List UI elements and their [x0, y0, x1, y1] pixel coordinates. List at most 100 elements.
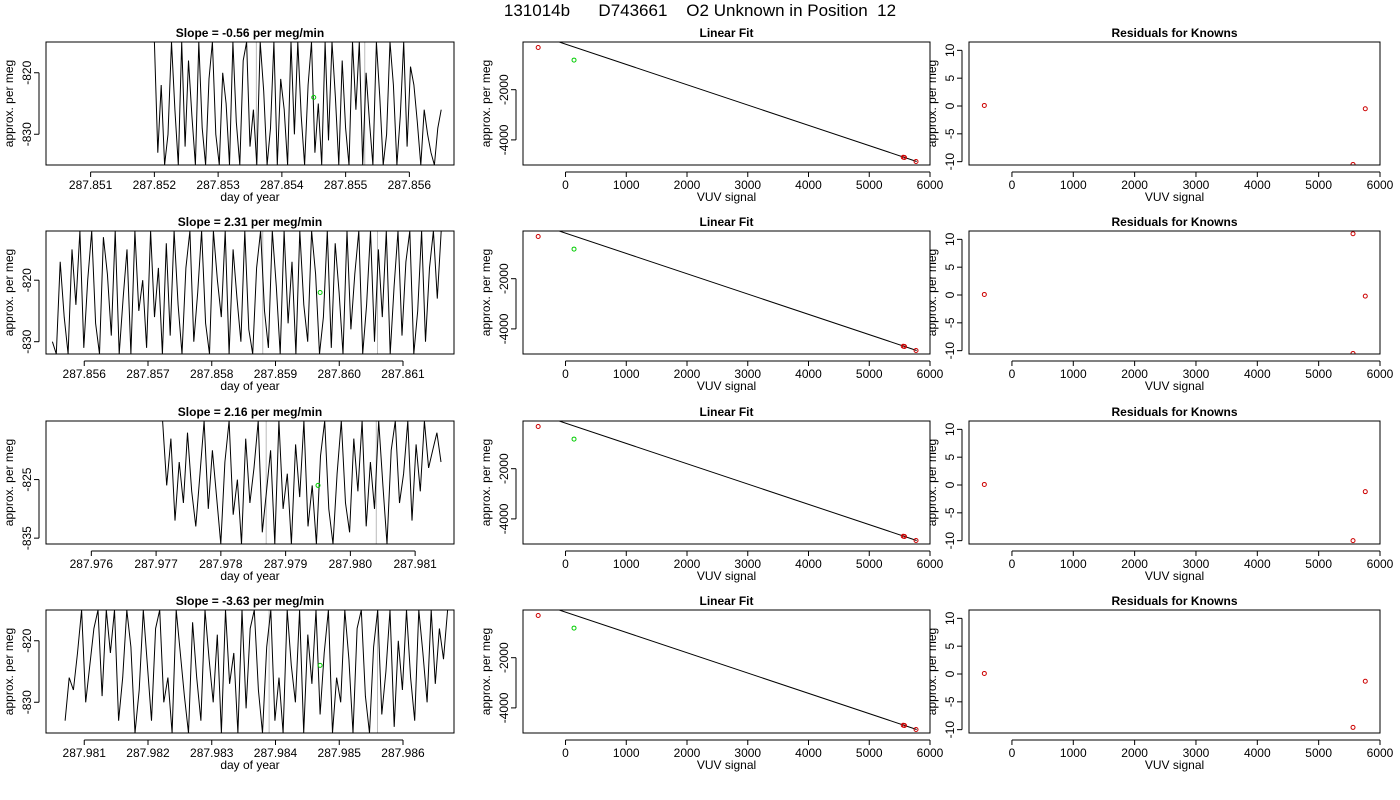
x-tick-label: 287.852 [133, 178, 177, 192]
x-tick-label: 1000 [1060, 367, 1087, 381]
known-point [1350, 350, 1356, 354]
y-axis-label: approx. per meg [2, 60, 16, 147]
plot-area [535, 610, 919, 732]
data-series-line [162, 421, 442, 544]
x-tick-label: 6000 [917, 178, 944, 192]
x-tick-label: 0 [1009, 746, 1016, 760]
x-tick-label: 1000 [613, 367, 640, 381]
y-tick-label: 10 [943, 422, 957, 436]
known-point [1350, 161, 1356, 165]
x-tick-label: 1000 [1060, 178, 1087, 192]
plot-frame [45, 230, 455, 355]
x-axis-label: VUV signal [697, 190, 756, 204]
plot-frame [522, 230, 931, 355]
x-tick-label: 1000 [613, 746, 640, 760]
x-tick-label: 3000 [1183, 557, 1210, 571]
x-tick-label: 287.854 [260, 178, 304, 192]
x-tick-label: 4000 [1244, 746, 1271, 760]
x-tick-label: 4000 [1244, 178, 1271, 192]
y-tick-label: 10 [943, 232, 957, 246]
x-tick-label: 0 [562, 746, 569, 760]
y-axis-label: approx. per meg [2, 628, 16, 715]
panel-title: Linear Fit [699, 405, 753, 419]
known-point [1362, 489, 1368, 495]
x-tick-label: 5000 [1305, 178, 1332, 192]
x-tick-label: 6000 [1367, 746, 1394, 760]
y-tick-label: -825 [20, 467, 34, 491]
y-tick-label: -2000 [497, 642, 511, 673]
panel-title: Linear Fit [699, 594, 753, 608]
y-tick-label: -2000 [497, 74, 511, 105]
plot-frame [45, 420, 455, 545]
y-axis-label: approx. per meg [479, 60, 493, 147]
known-point [981, 102, 987, 108]
x-tick-label: 6000 [1367, 557, 1394, 571]
figure-title: 131014b D743661 O2 Unknown in Position 1… [503, 1, 897, 20]
y-tick-label: -10 [943, 153, 957, 171]
x-tick-label: 287.858 [190, 367, 234, 381]
known-point [1362, 293, 1368, 299]
known-point [535, 424, 541, 430]
panel-title: Linear Fit [699, 215, 753, 229]
y-tick-label: -5 [943, 317, 957, 328]
known-point [535, 45, 541, 51]
panel-title: Residuals for Knowns [1111, 594, 1237, 608]
known-point [901, 722, 907, 728]
x-tick-label: 4000 [795, 367, 822, 381]
plot-frame [45, 41, 455, 166]
plot-area [153, 42, 442, 165]
known-point [981, 291, 987, 297]
y-tick-label: -820 [20, 628, 34, 652]
known-point [913, 347, 919, 353]
y-tick-label: -10 [943, 532, 957, 550]
x-tick-label: 0 [562, 178, 569, 192]
unknown-mean-point [317, 662, 323, 668]
y-tick-label: 5 [943, 643, 957, 650]
y-axis-label: approx. per meg [925, 439, 939, 526]
x-tick-label: 287.983 [190, 746, 234, 760]
x-tick-label: 287.861 [381, 367, 425, 381]
known-point [901, 533, 907, 539]
unknown-mean-point [317, 290, 323, 295]
panel-title: Slope = 2.16 per meg/min [178, 405, 322, 419]
plot-frame [45, 609, 455, 734]
x-tick-label: 287.857 [126, 367, 170, 381]
x-tick-label: 6000 [1367, 367, 1394, 381]
known-point [981, 670, 987, 676]
known-point [913, 537, 919, 543]
plot-frame [968, 230, 1381, 355]
x-tick-label: 287.982 [126, 746, 170, 760]
plot-area [535, 42, 919, 164]
plot-area [981, 102, 1368, 165]
panel-title: Slope = -0.56 per meg/min [176, 26, 324, 40]
x-tick-label: 287.853 [196, 178, 240, 192]
known-point [901, 154, 907, 160]
x-tick-label: 287.977 [134, 557, 178, 571]
x-tick-label: 4000 [795, 178, 822, 192]
x-tick-label: 287.851 [69, 178, 113, 192]
y-axis-label: approx. per meg [925, 628, 939, 715]
y-tick-label: 0 [943, 481, 957, 488]
x-tick-label: 3000 [1183, 746, 1210, 760]
y-tick-label: -2000 [497, 453, 511, 484]
x-tick-label: 5000 [1305, 746, 1332, 760]
y-tick-label: -820 [20, 268, 34, 292]
x-tick-label: 4000 [795, 746, 822, 760]
x-tick-label: 2000 [1121, 746, 1148, 760]
x-tick-label: 5000 [856, 178, 883, 192]
x-axis-label: VUV signal [697, 569, 756, 583]
y-axis-label: approx. per meg [2, 439, 16, 526]
x-tick-label: 287.978 [199, 557, 243, 571]
data-series-line [51, 231, 442, 354]
x-tick-label: 3000 [734, 746, 761, 760]
x-axis-label: day of year [220, 758, 279, 772]
x-tick-label: 3000 [734, 557, 761, 571]
fit-line [557, 231, 917, 351]
unknown-mean-point [315, 482, 321, 488]
y-axis-label: approx. per meg [925, 60, 939, 147]
x-tick-label: 2000 [674, 746, 701, 760]
x-axis-label: VUV signal [1145, 379, 1204, 393]
y-axis-label: approx. per meg [479, 249, 493, 336]
y-tick-label: 5 [943, 264, 957, 271]
data-series-line [153, 42, 442, 165]
